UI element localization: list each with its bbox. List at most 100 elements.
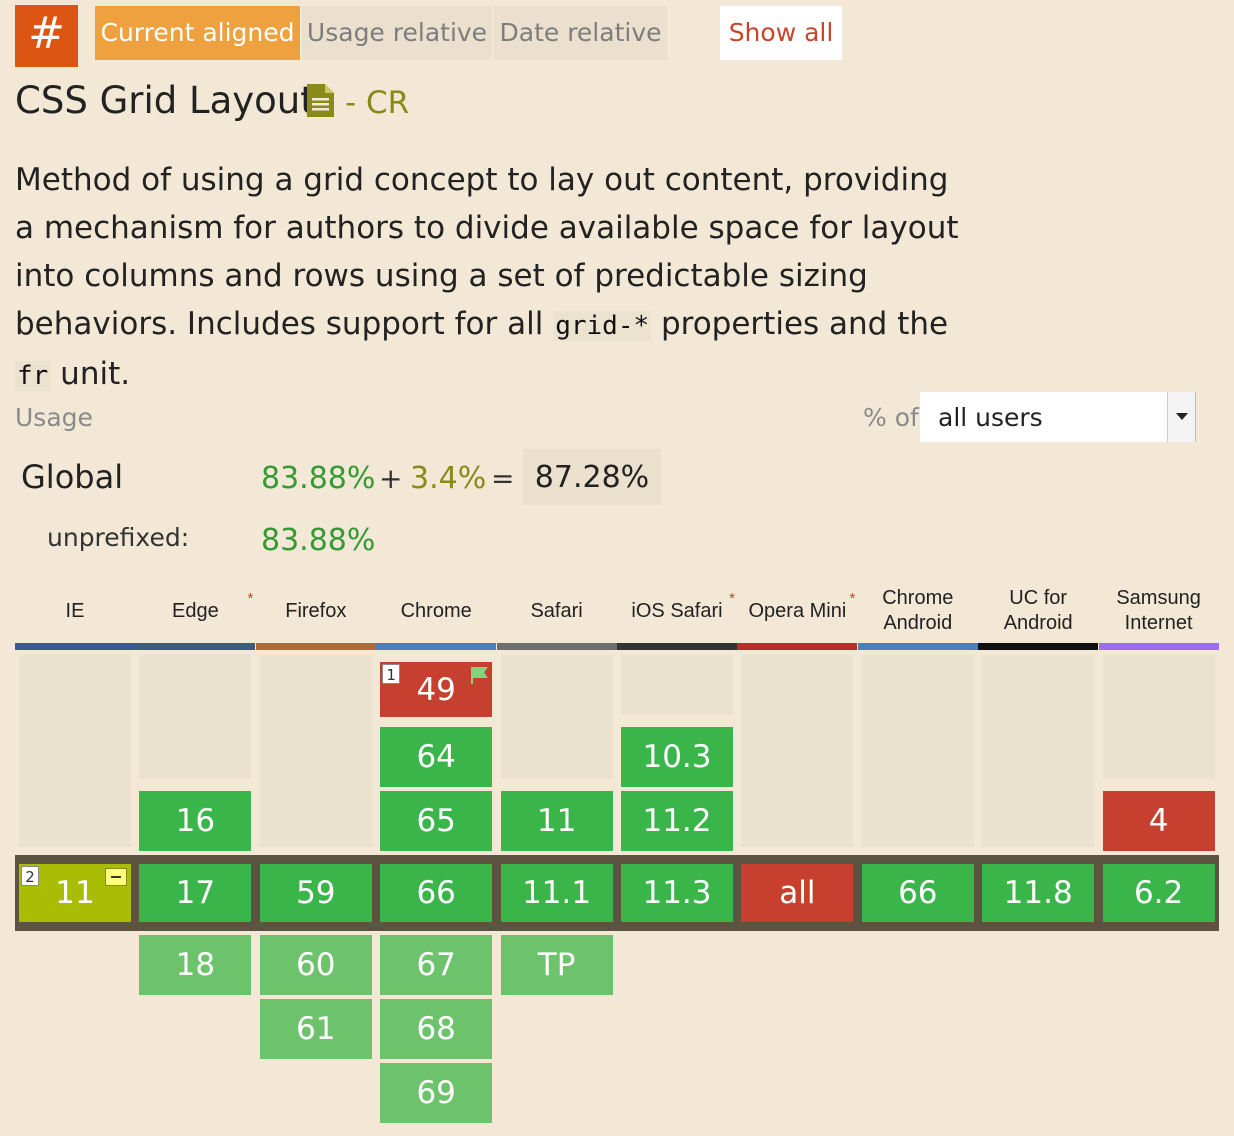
percent-of-label: % of	[863, 403, 919, 432]
version-label: 4	[1148, 803, 1169, 839]
version-label: 69	[416, 1075, 456, 1111]
version-label: 65	[416, 803, 456, 839]
support-cell[interactable]: 11 2	[19, 864, 131, 922]
flag-icon	[471, 667, 489, 684]
version-label: 68	[416, 1011, 456, 1047]
tab-date-relative[interactable]: Date relative	[494, 6, 667, 60]
version-label: 66	[416, 875, 456, 911]
global-label: Global	[21, 458, 124, 496]
support-cell[interactable]: 4	[1102, 791, 1215, 851]
support-cell[interactable]: 61	[259, 999, 372, 1059]
tab-usage-relative[interactable]: Usage relative	[302, 6, 492, 60]
support-cell[interactable]: 66	[861, 864, 974, 922]
empty-cell	[1102, 655, 1215, 779]
support-cell[interactable]: 11.8	[982, 864, 1095, 922]
support-cell[interactable]: 64	[380, 727, 493, 787]
version-label: 6.2	[1133, 875, 1184, 911]
support-cell[interactable]: 6.2	[1102, 864, 1215, 922]
spec-status: - CR	[345, 85, 410, 121]
version-label: 67	[416, 947, 456, 983]
version-label: 11.1	[522, 875, 592, 911]
browser-name: Chrome	[400, 599, 472, 622]
support-cell[interactable]: 11.1	[500, 864, 613, 922]
version-label: 60	[296, 947, 336, 983]
browser-color-bar	[857, 643, 978, 650]
support-cell[interactable]: 10.3	[621, 727, 733, 787]
browser-name: Firefox	[285, 599, 347, 622]
users-select-value: all users	[938, 403, 1043, 432]
version-label: 64	[416, 739, 456, 775]
support-cell[interactable]: 16	[139, 791, 252, 851]
browser-header-opera-mini: Opera Mini *	[737, 580, 857, 642]
browser-name: IE	[65, 599, 85, 622]
code-grid-star: grid-*	[553, 311, 652, 341]
tab-current-aligned[interactable]: Current aligned	[95, 6, 300, 60]
browser-name: Chrome Android	[882, 587, 954, 634]
browser-header-firefox: Firefox	[256, 580, 376, 642]
desc-text-1: Method of using a grid concept to lay ou…	[15, 162, 959, 342]
spec-document-icon[interactable]	[307, 84, 334, 117]
support-cell[interactable]: 68	[380, 999, 493, 1059]
empty-cell	[741, 655, 854, 847]
support-cell[interactable]: TP	[500, 935, 613, 995]
unprefixed-label: unprefixed:	[47, 523, 190, 552]
version-label: 66	[898, 875, 938, 911]
version-label: 17	[175, 875, 216, 911]
support-cell[interactable]: 11	[500, 791, 613, 851]
version-label: 11	[536, 803, 577, 839]
version-label: 18	[175, 947, 216, 983]
global-partial-pct: 3.4%	[410, 461, 487, 496]
desc-text-3: unit.	[50, 356, 131, 392]
support-cell[interactable]: 18	[139, 935, 252, 995]
browser-header-edge: Edge *	[135, 580, 255, 642]
browser-header-samsung-internet: Samsung Internet	[1099, 580, 1219, 642]
plus-sign: +	[379, 462, 403, 495]
version-label: 11.3	[642, 875, 712, 911]
feature-title: CSS Grid Layout	[15, 79, 315, 122]
support-cell[interactable]: 69	[380, 1063, 493, 1123]
show-all-button[interactable]: Show all	[720, 6, 842, 60]
support-cell[interactable]: 11.3	[621, 864, 733, 922]
version-label: 61	[296, 1011, 336, 1047]
empty-cell	[621, 655, 733, 715]
support-cell[interactable]: 65	[380, 791, 493, 851]
support-cell[interactable]: 60	[259, 935, 372, 995]
desc-text-2: properties and the	[651, 306, 949, 342]
browser-header-chrome: Chrome	[376, 580, 496, 642]
star-icon: *	[849, 590, 856, 607]
browser-color-bar	[1098, 643, 1219, 650]
note-badge: 2	[21, 866, 39, 886]
star-icon: *	[247, 590, 254, 607]
version-label: 10.3	[642, 739, 712, 775]
version-label: 59	[296, 875, 336, 911]
support-cell[interactable]: 67	[380, 935, 493, 995]
empty-cell	[861, 655, 974, 847]
browser-color-bar	[135, 643, 256, 650]
unprefixed-pct: 83.88%	[261, 523, 376, 558]
support-cell[interactable]: 59	[259, 864, 372, 922]
partial-support-icon	[105, 868, 127, 886]
browser-color-bar	[496, 643, 617, 650]
browser-name: iOS Safari	[631, 599, 723, 622]
browser-color-bar	[15, 643, 135, 650]
support-cell[interactable]: 17	[139, 864, 252, 922]
support-cell[interactable]: all	[741, 864, 854, 922]
usage-label: Usage	[15, 403, 93, 432]
version-label: all	[779, 875, 816, 911]
equals-sign: =	[491, 462, 515, 495]
star-icon: *	[729, 590, 735, 607]
browser-color-bar	[617, 643, 737, 650]
empty-cell	[500, 655, 613, 779]
global-supported-pct: 83.88%	[261, 461, 376, 496]
chevron-down-icon[interactable]	[1167, 392, 1195, 442]
browser-header-chrome-android: Chrome Android	[858, 580, 978, 642]
note-badge: 1	[382, 664, 401, 684]
support-cell[interactable]: 11.2	[621, 791, 733, 851]
version-label: 11.8	[1003, 875, 1073, 911]
support-cell[interactable]: 66	[380, 864, 493, 922]
support-cell[interactable]: 49 1	[380, 662, 493, 717]
caniuse-hash-link[interactable]: #	[15, 5, 78, 67]
users-select[interactable]: all users	[920, 392, 1196, 442]
version-label: 11	[55, 875, 95, 911]
empty-cell	[19, 655, 131, 847]
